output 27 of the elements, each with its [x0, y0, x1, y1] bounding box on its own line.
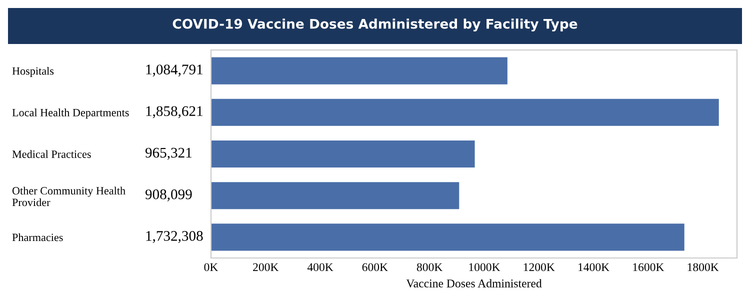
x-tick-label: 1800K: [688, 263, 719, 272]
bar: [211, 57, 508, 84]
y-tick-label: Pharmacies: [12, 233, 63, 242]
bar: [211, 98, 719, 126]
data-label: 965,321: [145, 148, 192, 160]
y-tick-label: Local Health Departments: [12, 108, 129, 119]
x-tick-label: 1600K: [633, 263, 664, 272]
x-tick-label: 1400K: [578, 263, 610, 272]
x-tick-label: 200K: [253, 263, 279, 272]
x-tick-label: 600K: [362, 263, 388, 272]
x-tick-label: 1000K: [469, 263, 500, 272]
x-axis-title: Vaccine Doses Administered: [406, 279, 542, 288]
bar: [211, 182, 460, 210]
x-tick-label: 0K: [204, 263, 218, 272]
y-tick-label: Hospitals: [12, 66, 54, 78]
x-tick-label: 1200K: [524, 263, 555, 272]
y-tick-label: Other Community Health Provider: [12, 186, 126, 206]
y-tick-label: Medical Practices: [12, 150, 91, 158]
x-tick-label: 800K: [416, 263, 443, 272]
bar: [211, 140, 475, 168]
data-label: 1,858,621: [146, 106, 202, 118]
bar: [211, 224, 684, 251]
data-label: 908,099: [145, 189, 192, 202]
x-tick-label: 400K: [307, 263, 334, 272]
data-label: 1,732,308: [146, 231, 203, 243]
chart-title: COVID-19 Vaccine Doses Administered by Facility Type: [172, 18, 578, 32]
data-label: 1,084,791: [146, 64, 202, 77]
